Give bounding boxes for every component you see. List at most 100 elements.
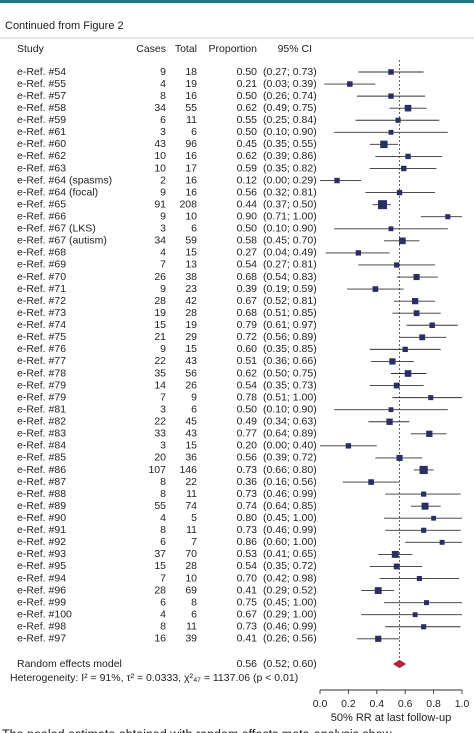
pooled-ci: (0.52; 0.60) xyxy=(263,658,317,670)
ci-label: (0.49; 0.75) xyxy=(263,102,317,114)
ci-label: (0.32; 0.81) xyxy=(263,186,317,198)
proportion: 0.44 xyxy=(237,198,258,210)
ci-label: (0.10; 0.90) xyxy=(263,126,317,138)
ci-label: (0.26; 0.74) xyxy=(263,90,317,102)
proportion: 0.21 xyxy=(237,78,258,90)
x-tick-label: 0.8 xyxy=(426,698,441,710)
proportion: 0.50 xyxy=(237,126,258,138)
cases: 4 xyxy=(160,247,166,259)
total: 6 xyxy=(191,223,197,235)
proportion: 0.54 xyxy=(237,560,258,572)
point-estimate xyxy=(428,395,434,401)
ci-label: (0.00; 0.40) xyxy=(263,440,317,452)
cases: 28 xyxy=(154,584,166,596)
study-name: e-Ref. #97 xyxy=(17,633,66,645)
ci-label: (0.41; 0.65) xyxy=(263,548,317,560)
cases: 91 xyxy=(154,198,166,210)
proportion: 0.50 xyxy=(237,403,258,415)
total: 11 xyxy=(186,488,197,500)
point-estimate xyxy=(345,443,352,449)
total: 15 xyxy=(185,343,197,355)
total: 26 xyxy=(185,379,197,391)
cases: 28 xyxy=(154,295,166,307)
caption: Continued from Figure 2 xyxy=(5,20,124,32)
point-estimate xyxy=(405,153,411,160)
total: 74 xyxy=(185,500,197,512)
study-name: e-Ref. #96 xyxy=(17,584,66,596)
total: 15 xyxy=(185,440,197,452)
proportion: 0.59 xyxy=(237,162,258,174)
proportion: 0.51 xyxy=(237,355,258,367)
ci-label: (0.39; 0.86) xyxy=(263,150,317,162)
total: 59 xyxy=(185,235,197,247)
proportion: 0.78 xyxy=(237,391,258,403)
ci-label: (0.36; 0.66) xyxy=(263,355,317,367)
cases: 7 xyxy=(160,391,166,403)
cases: 34 xyxy=(154,235,166,247)
ci-label: (0.60; 1.00) xyxy=(263,536,317,548)
cases: 8 xyxy=(160,90,166,102)
total: 18 xyxy=(185,66,197,78)
point-estimate xyxy=(421,491,427,497)
cases: 20 xyxy=(154,452,166,464)
ci-label: (0.26; 0.56) xyxy=(263,633,317,645)
study-name: e-Ref. #98 xyxy=(17,621,66,633)
total: 28 xyxy=(185,560,197,572)
total: 5 xyxy=(191,512,197,524)
total: 208 xyxy=(179,198,197,210)
proportion: 0.41 xyxy=(237,584,258,596)
point-estimate xyxy=(416,575,422,582)
proportion: 0.67 xyxy=(237,608,258,620)
cases: 3 xyxy=(160,223,166,235)
x-tick-label: 0.4 xyxy=(369,698,384,710)
cases: 26 xyxy=(154,271,166,283)
point-estimate xyxy=(372,286,379,292)
point-estimate xyxy=(393,382,400,389)
total: 10 xyxy=(185,211,197,223)
total: 11 xyxy=(186,621,197,633)
study-name: e-Ref. #67 (LKS) xyxy=(17,223,96,235)
point-estimate xyxy=(375,635,382,642)
total: 16 xyxy=(185,186,197,198)
study-name: e-Ref. #89 xyxy=(17,500,66,512)
proportion: 0.68 xyxy=(237,271,258,283)
proportion: 0.62 xyxy=(237,150,258,162)
proportion: 0.60 xyxy=(237,343,258,355)
cases: 9 xyxy=(160,66,166,78)
ci-label: (0.51; 1.00) xyxy=(263,391,317,403)
proportion: 0.45 xyxy=(237,138,258,150)
ci-label: (0.37; 0.50) xyxy=(263,198,317,210)
study-name: e-Ref. #64 (spasms) xyxy=(17,174,112,186)
study-name: e-Ref. #100 xyxy=(17,608,72,620)
point-estimate xyxy=(334,177,340,184)
ci-label: (0.45; 0.70) xyxy=(263,235,317,247)
ci-label: (0.27; 0.73) xyxy=(263,66,317,78)
proportion: 0.72 xyxy=(237,331,258,343)
point-estimate xyxy=(413,273,420,281)
study-name: e-Ref. #62 xyxy=(17,150,66,162)
study-name: e-Ref. #91 xyxy=(17,524,66,536)
x-axis-label: 50% RR at last follow-up xyxy=(331,712,451,724)
ci-label: (0.50; 0.75) xyxy=(263,367,317,379)
point-estimate xyxy=(380,140,388,149)
point-estimate xyxy=(388,93,394,99)
point-estimate xyxy=(412,612,418,618)
total: 70 xyxy=(185,548,197,560)
cases: 6 xyxy=(160,114,166,126)
column-header: 95% CI xyxy=(278,43,312,55)
point-estimate xyxy=(394,262,400,268)
point-estimate xyxy=(419,465,428,475)
ci-label: (0.04; 0.49) xyxy=(263,247,317,259)
total: 38 xyxy=(185,271,197,283)
cases: 7 xyxy=(160,259,166,271)
total: 29 xyxy=(185,331,197,343)
ci-label: (0.54; 0.83) xyxy=(263,271,317,283)
heterogeneity: Heterogeneity: I² = 91%, τ² = 0.0333, χ²… xyxy=(10,672,298,684)
ci-label: (0.45; 1.00) xyxy=(263,512,317,524)
pooled-diamond xyxy=(392,659,407,669)
ci-label: (0.39; 0.72) xyxy=(263,452,317,464)
cases: 21 xyxy=(154,331,166,343)
column-header: Study xyxy=(17,43,45,55)
study-name: e-Ref. #79 xyxy=(17,379,66,391)
proportion: 0.79 xyxy=(237,319,258,331)
